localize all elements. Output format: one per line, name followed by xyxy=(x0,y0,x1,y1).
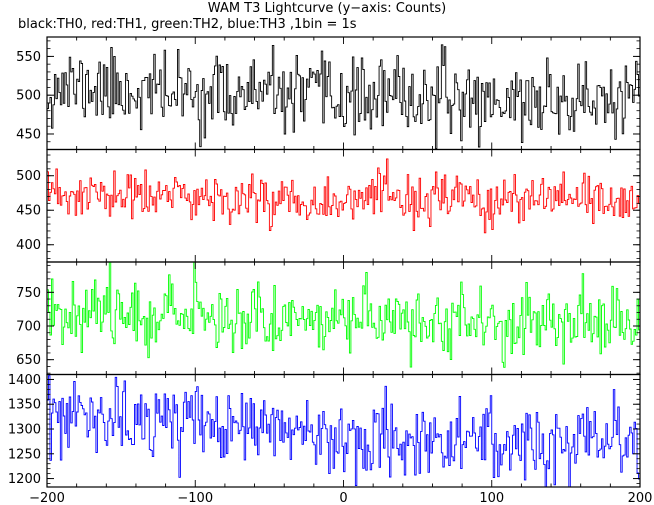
y-tick-label: 1350 xyxy=(8,398,41,413)
x-tick-label: −200 xyxy=(29,491,65,505)
y-tick-label: 650 xyxy=(16,353,41,368)
y-tick-label: 550 xyxy=(16,50,41,65)
y-tick-label: 1200 xyxy=(8,472,41,487)
x-tick-label: 200 xyxy=(628,491,653,505)
y-tick-label: 400 xyxy=(16,238,41,253)
x-tick-label: 100 xyxy=(479,491,504,505)
y-tick-label: 500 xyxy=(16,89,41,104)
y-tick-label: 1300 xyxy=(8,423,41,438)
y-tick-label: 450 xyxy=(16,204,41,219)
x-tick-label: 0 xyxy=(339,491,347,505)
y-tick-label: 500 xyxy=(16,169,41,184)
y-tick-label: 450 xyxy=(16,127,41,142)
chart-subtitle: black:TH0, red:TH1, green:TH2, blue:TH3 … xyxy=(18,17,357,32)
y-tick-label: 1400 xyxy=(8,373,41,388)
series-line-th0 xyxy=(47,44,640,149)
y-tick-label: 1250 xyxy=(8,447,41,462)
series-line-th3 xyxy=(47,375,640,487)
y-tick-label: 700 xyxy=(16,319,41,334)
series-line-th2 xyxy=(47,262,640,368)
y-tick-label: 750 xyxy=(16,286,41,301)
series-line-th1 xyxy=(47,158,640,234)
x-tick-label: −100 xyxy=(177,491,213,505)
chart-title: WAM T3 Lightcurve (y−axis: Counts) xyxy=(207,1,447,16)
